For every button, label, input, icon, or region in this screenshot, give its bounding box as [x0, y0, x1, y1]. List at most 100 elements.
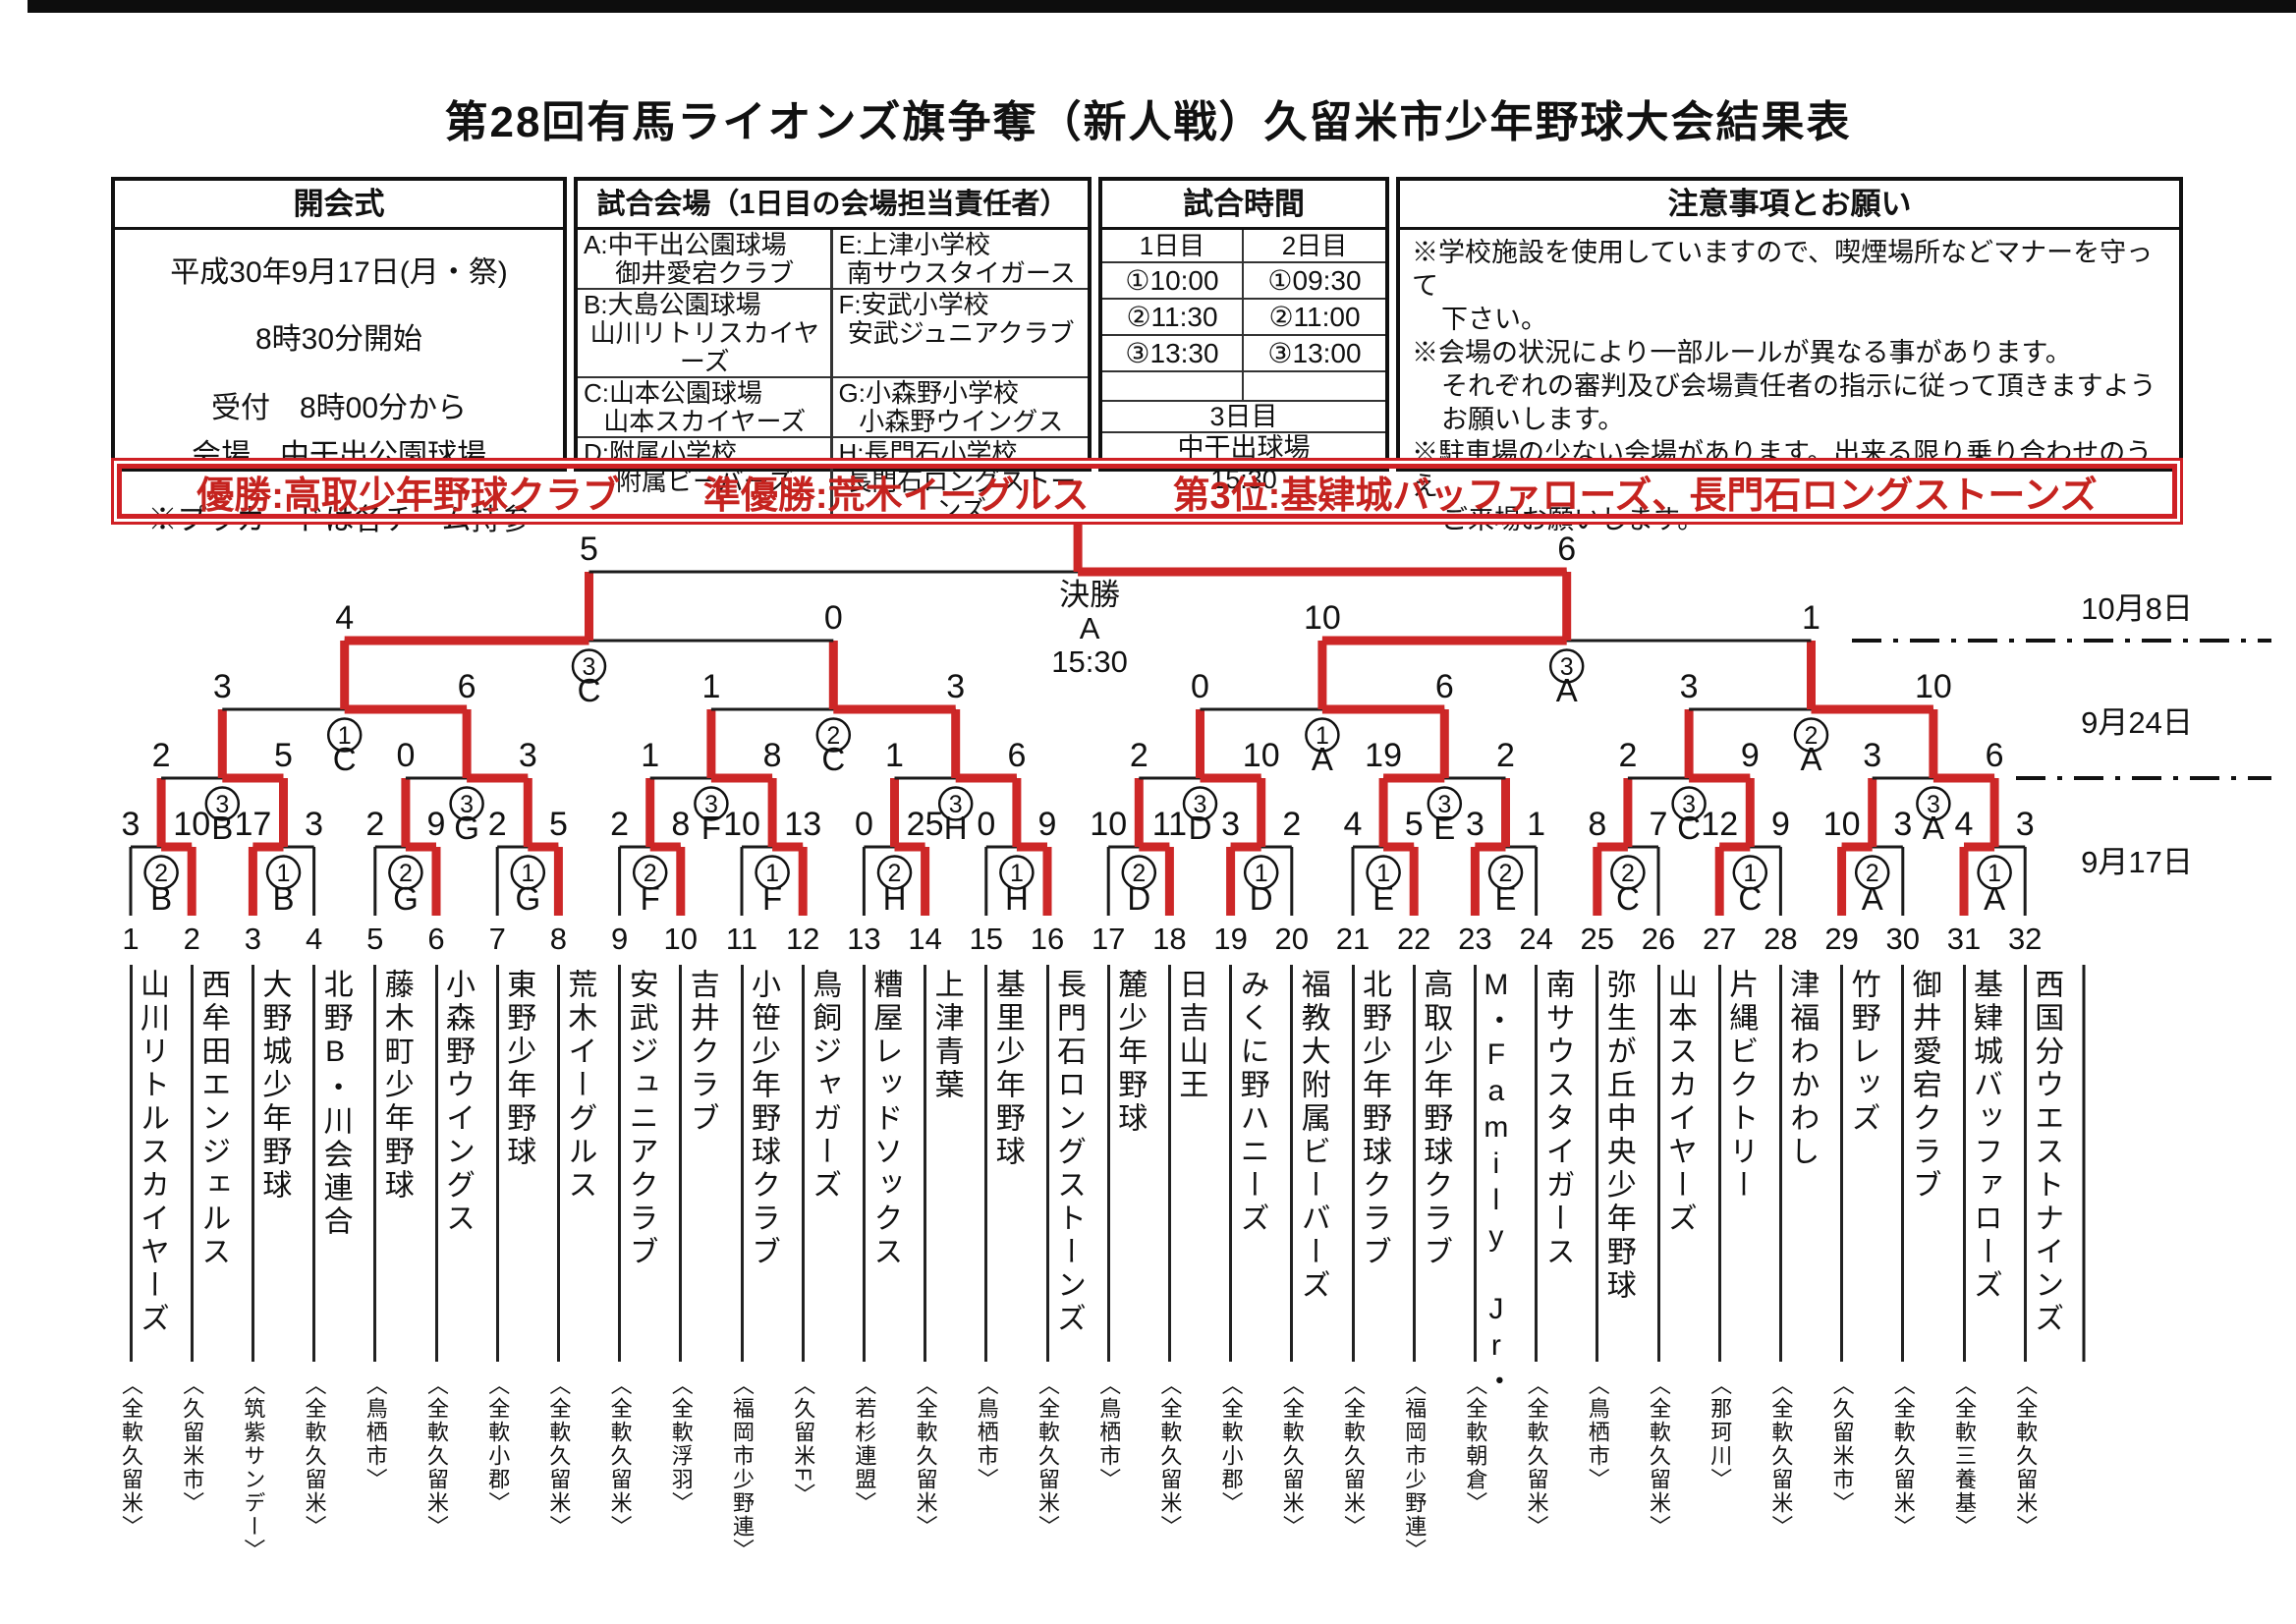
round2-score-left: 2	[1618, 737, 1637, 774]
round2-score-left: 0	[396, 737, 415, 774]
game-number-circle	[1610, 855, 1646, 890]
venues-box: 試合会場（1日目の会場担当責任者） A:中干出公園球場 御井愛宕クラブ E:上津小学…	[574, 177, 1092, 525]
results-banner: 優勝:高取少年野球クラブ 準優勝:荒木イーグルス 第3位:基肄城バッファローズ、…	[111, 458, 2183, 525]
team-league: 〈全軟久留米〉	[1890, 1373, 1916, 1539]
team-column-line: 北野少年野球クラブ	[1351, 965, 1390, 1362]
team-league-wrap: 〈鳥栖市〉	[1571, 1373, 1624, 1590]
team-column-line: 高取少年野球クラブ	[1412, 965, 1452, 1362]
round1-score-left: 4	[1955, 806, 1974, 843]
team-league: 〈筑紫サンデー〉	[241, 1373, 266, 1562]
venue-club: 山本スカイヤーズ	[603, 407, 807, 436]
team-name: 高取少年野球クラブ	[1419, 969, 1452, 1269]
round1-score-left: 8	[1588, 806, 1606, 843]
team-number: 30	[1885, 922, 1921, 956]
team-league: 〈久留米市〉	[1829, 1373, 1855, 1515]
game-number-circle	[143, 855, 179, 890]
team-league-wrap: 〈全軟久留米〉	[1876, 1373, 1930, 1590]
round1-venue: A	[1984, 880, 2005, 917]
team-number: 8	[549, 922, 568, 956]
team-number: 31	[1946, 922, 1982, 956]
round2-score-right: 10	[1243, 737, 1280, 774]
opening-line: 会場 中干出公園球場	[192, 439, 486, 472]
team-column-line: 小笹少年野球クラブ	[740, 965, 779, 1362]
team-name: 片縄ビクトリー	[1724, 969, 1758, 1203]
team-number: 26	[1641, 922, 1676, 956]
team-number: 21	[1335, 922, 1371, 956]
game-number-circle	[571, 648, 607, 684]
team-league: 〈全軟三養基〉	[1952, 1373, 1977, 1539]
round2-score-right: 9	[1741, 737, 1760, 774]
venue-label: G:小森野小学校	[838, 378, 1019, 408]
game-number-circle	[1366, 855, 1401, 890]
semifinal-score-left: 10	[1304, 599, 1341, 637]
game-number: 1	[1988, 860, 2001, 887]
team-league: 〈全軟久留米〉	[913, 1373, 938, 1539]
team-league: 〈若杉連盟〉	[852, 1373, 877, 1515]
opening-line: ※プラカードは各チーム持参	[147, 504, 531, 536]
game-number: 1	[1316, 722, 1329, 750]
team-column-line: 山川リトルスカイヤーズ	[129, 965, 168, 1362]
team-column-line: 大野城少年野球	[251, 965, 290, 1362]
round2-venue: H	[944, 810, 968, 846]
team-name: 津福わかわし	[1785, 969, 1819, 1169]
team-league: 〈全軟久留米〉	[1157, 1373, 1183, 1539]
team-league: 〈久留米F〉	[791, 1373, 816, 1507]
team-league: 〈那珂川〉	[1708, 1373, 1733, 1491]
round1-venue: D	[1250, 880, 1273, 917]
round1-score-left: 3	[122, 806, 140, 843]
game-number: 1	[277, 860, 291, 887]
round3-score-left: 1	[701, 668, 720, 705]
team-league: 〈全軟久留米〉	[1647, 1373, 1671, 1539]
round1-score-right: 8	[671, 806, 690, 843]
game-number-circle	[1548, 648, 1585, 684]
team-league-wrap: 〈鳥栖市〉	[349, 1373, 402, 1590]
team-league-wrap: 〈全軟久留米〉	[1632, 1373, 1685, 1590]
times-day-header-row: 1日目 2日目	[1102, 230, 1385, 263]
team-column-line: 鳥飼ジャガーズ	[801, 965, 840, 1362]
team-name: 竹野レッズ	[1846, 969, 1879, 1136]
semifinal-score-left: 4	[335, 599, 354, 637]
round1-score-left: 0	[977, 806, 995, 843]
team-league: 〈全軟久留米〉	[1768, 1373, 1794, 1539]
round1-score-right: 9	[1771, 806, 1790, 843]
game-number-circle	[694, 786, 729, 821]
game-number: 2	[1132, 860, 1146, 887]
team-league-wrap: 〈全軟久留米〉	[1265, 1373, 1318, 1590]
team-number: 13	[847, 922, 881, 956]
round1-venue: F	[762, 880, 782, 917]
team-number: 18	[1152, 922, 1187, 956]
opening-body: 平成30年9月17日(月・祭) 8時30分開始 受付 8時00分から 会場 中干出公園…	[115, 248, 563, 538]
team-name: 西牟田エンジェルス	[196, 969, 230, 1269]
venue-club: 山川リトリスカイヤーズ	[589, 318, 819, 376]
team-column-line: 麓少年野球	[1106, 965, 1146, 1362]
team-league-wrap: 〈全軟久留米〉	[104, 1373, 157, 1590]
team-league-wrap: 〈全軟久留米〉	[288, 1373, 341, 1590]
venue-cell: F:安武小学校 安武ジュニアクラブ	[832, 290, 1088, 378]
team-column-line: 長門石ロングストーンズ	[1045, 965, 1085, 1362]
times-empty-row	[1102, 372, 1385, 402]
opening-line: 受付 8時00分から	[210, 392, 468, 424]
team-name: 南サウスタイガース	[1540, 969, 1574, 1269]
round1-score-left: 10	[1823, 806, 1861, 843]
game-number-circle	[204, 786, 241, 821]
team-league-wrap: 〈久留米F〉	[776, 1373, 829, 1590]
game-number-circle	[449, 786, 484, 821]
team-league-wrap: 〈全軟久留米〉	[899, 1373, 952, 1590]
team-name: 長門石ロングストーンズ	[1052, 969, 1085, 1336]
round1-score-left: 2	[488, 806, 507, 843]
final-label: 決勝	[1059, 578, 1120, 612]
round2-score-left: 1	[885, 737, 904, 774]
team-league-wrap: 〈全軟久留米〉	[1021, 1373, 1074, 1590]
team-name: みくに野ハニーズ	[1235, 969, 1268, 1236]
round1-venue: H	[883, 880, 907, 917]
team-league-wrap: 〈那珂川〉	[1693, 1373, 1746, 1590]
team-number: 9	[610, 922, 629, 956]
team-league: 〈全軟久留米〉	[119, 1373, 143, 1539]
round1-score-right: 3	[2016, 806, 2035, 843]
opening-ceremony-box: 開会式 平成30年9月17日(月・祭) 8時30分開始 受付 8時00分から 会場 中…	[111, 177, 567, 536]
round1-score-left: 3	[1466, 806, 1484, 843]
team-league-wrap: 〈久留米市〉	[1816, 1373, 1869, 1590]
round1-score-right: 1	[1527, 806, 1545, 843]
round1-venue: F	[641, 880, 660, 917]
round1-score-right: 7	[1650, 806, 1668, 843]
